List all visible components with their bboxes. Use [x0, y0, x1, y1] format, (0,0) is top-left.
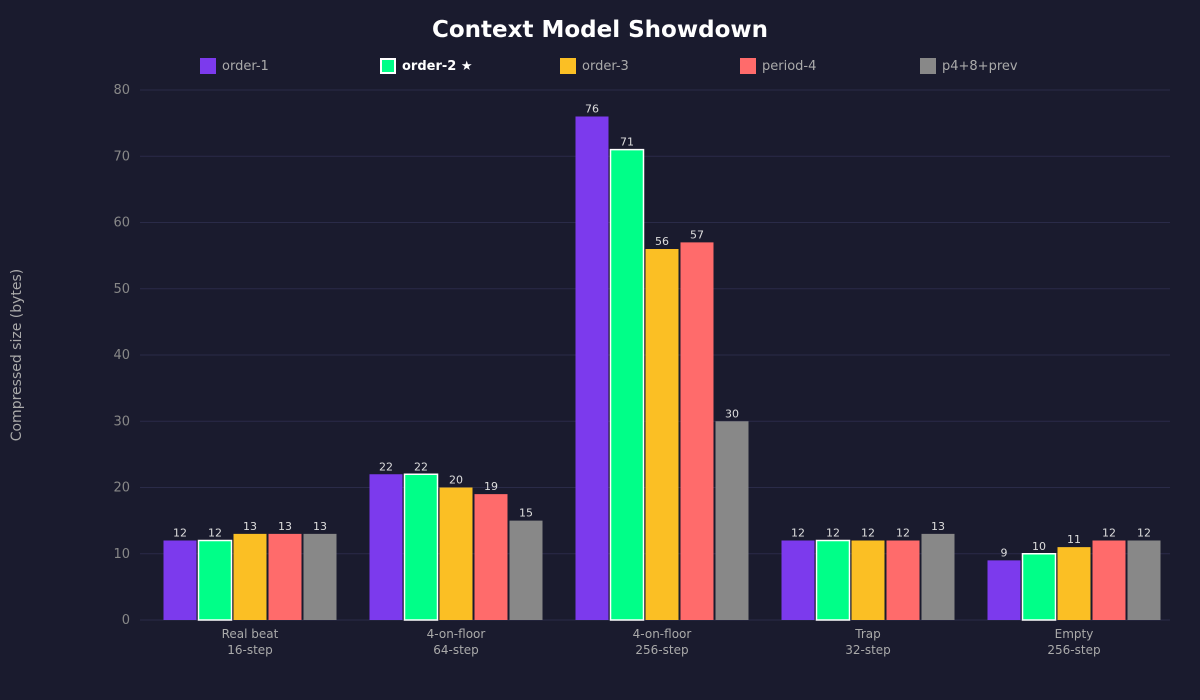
data-label: 19: [484, 480, 498, 493]
data-label: 56: [655, 235, 669, 248]
bar-order-2: [609, 148, 645, 621]
y-tick-label: 60: [113, 216, 130, 231]
data-label: 76: [585, 103, 599, 116]
y-tick-label: 20: [113, 481, 130, 496]
legend-swatch: [380, 58, 396, 74]
y-axis-label: Compressed size (bytes): [9, 269, 25, 442]
bar-period-4: [886, 540, 920, 620]
x-tick-label: 64-step: [433, 643, 479, 657]
y-tick-label: 0: [122, 613, 130, 628]
data-label: 12: [208, 527, 222, 540]
legend-label: period-4: [762, 58, 817, 74]
bar-order-3: [645, 249, 679, 620]
bar-order-1: [163, 540, 197, 620]
bar-order-3: [851, 540, 885, 620]
y-tick-label: 70: [113, 149, 130, 164]
legend-item: p4+8+prev: [920, 58, 1018, 74]
data-label: 13: [243, 520, 257, 533]
bar-period-4: [680, 242, 714, 620]
data-label: 20: [449, 474, 463, 487]
x-tick-label: Trap: [854, 627, 880, 641]
bar-order-1: [575, 116, 609, 620]
legend-swatch: [920, 58, 936, 74]
legend-item: order-1: [200, 58, 269, 74]
data-label: 13: [313, 520, 327, 533]
chart-title: Context Model Showdown: [431, 17, 768, 43]
legend-swatch: [200, 58, 216, 74]
data-label: 13: [931, 520, 945, 533]
bar-order-2: [815, 539, 851, 621]
bar-order-1: [781, 540, 815, 620]
legend-swatch: [740, 58, 756, 74]
bar-period-4: [474, 494, 508, 620]
data-label: 9: [1001, 546, 1008, 559]
x-tick-label: Real beat: [222, 627, 279, 641]
data-label: 57: [690, 228, 704, 241]
bar-p4-8-prev: [715, 421, 749, 620]
data-label: 15: [519, 507, 533, 520]
bar-order-3: [233, 533, 267, 620]
x-tick-label: 4-on-floor: [633, 627, 692, 641]
bar-order-3: [1057, 547, 1091, 620]
y-tick-label: 50: [113, 282, 130, 297]
legend-item: order-2 ★: [380, 58, 473, 74]
data-label: 10: [1032, 540, 1046, 553]
legend-label: order-2 ★: [402, 58, 473, 74]
bar-order-2: [403, 473, 439, 621]
bar-period-4: [1092, 540, 1126, 620]
legend-item: order-3: [560, 58, 629, 74]
bar-order-3: [439, 487, 473, 620]
bar-period-4: [268, 533, 302, 620]
y-tick-label: 30: [113, 414, 130, 429]
bar-p4-8-prev: [303, 533, 337, 620]
data-label: 12: [791, 527, 805, 540]
bar-p4-8-prev: [1127, 540, 1161, 620]
legend-label: order-1: [222, 58, 269, 74]
data-label: 22: [414, 460, 428, 473]
x-tick-label: 16-step: [227, 643, 273, 657]
data-label: 12: [826, 527, 840, 540]
data-label: 12: [1102, 527, 1116, 540]
bar-p4-8-prev: [921, 533, 955, 620]
data-label: 12: [861, 527, 875, 540]
bar-order-2: [1021, 553, 1057, 621]
legend-item: period-4: [740, 58, 816, 74]
y-tick-label: 10: [113, 547, 130, 562]
bar-order-1: [987, 560, 1021, 620]
data-label: 22: [379, 460, 393, 473]
legend-label: order-3: [582, 58, 629, 74]
data-label: 12: [896, 527, 910, 540]
legend-label: p4+8+prev: [942, 58, 1018, 74]
bar-order-2: [197, 539, 233, 621]
data-label: 11: [1067, 533, 1081, 546]
data-label: 12: [173, 527, 187, 540]
data-label: 13: [278, 520, 292, 533]
x-tick-label: 4-on-floor: [427, 627, 486, 641]
y-tick-label: 80: [113, 83, 130, 98]
x-tick-label: Empty: [1055, 627, 1094, 641]
data-label: 30: [725, 407, 739, 420]
bar-p4-8-prev: [509, 520, 543, 620]
y-tick-label: 40: [113, 348, 130, 363]
data-label: 71: [620, 136, 634, 149]
bar-order-1: [369, 474, 403, 620]
x-tick-label: 256-step: [1047, 643, 1100, 657]
data-label: 12: [1137, 527, 1151, 540]
x-tick-label: 32-step: [845, 643, 891, 657]
x-tick-label: 256-step: [635, 643, 688, 657]
legend-swatch: [560, 58, 576, 74]
